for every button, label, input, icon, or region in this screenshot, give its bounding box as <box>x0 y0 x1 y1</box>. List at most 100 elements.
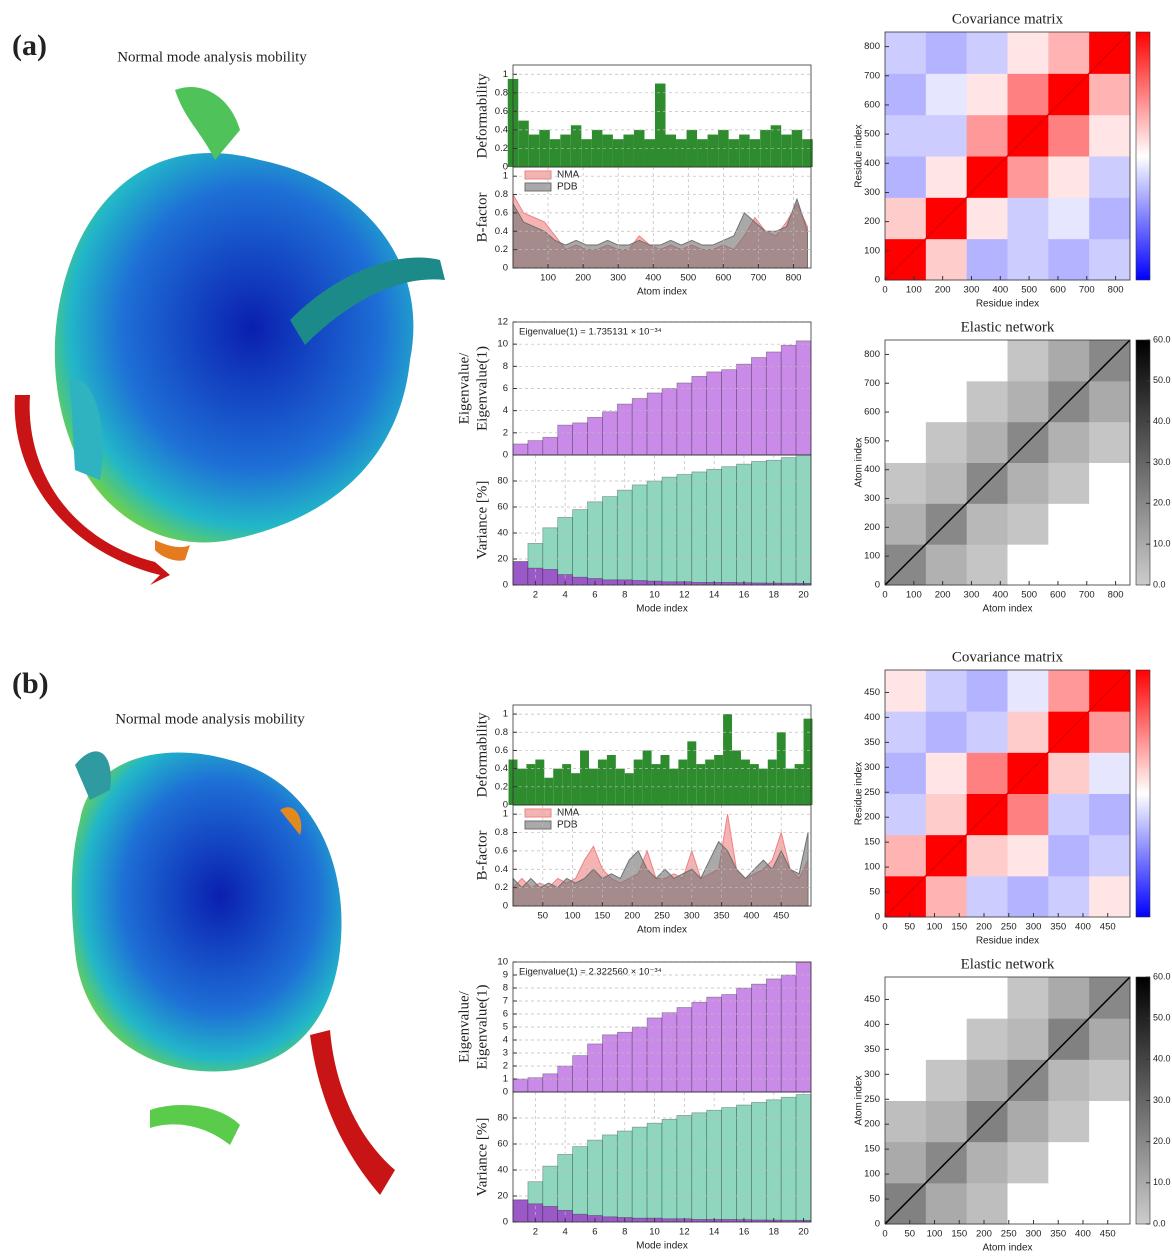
x-tick-label: 6 <box>592 590 597 601</box>
heatmap-cell <box>1089 875 1131 918</box>
heatmap-cell <box>1007 875 1049 918</box>
x-tick-label: 100 <box>565 911 581 922</box>
legend-label: NMA <box>557 170 580 181</box>
heatmap-cell <box>1048 670 1090 712</box>
y-tick-label: 60 <box>497 502 508 513</box>
colorbar-label: 40.0 <box>1153 416 1171 426</box>
bar <box>740 759 750 805</box>
heatmap-cell <box>1007 544 1049 586</box>
bar <box>587 501 603 586</box>
x-axis-label: Mode index <box>636 1241 688 1252</box>
y-tick-label: 100 <box>864 245 880 256</box>
heatmap-cell <box>1048 503 1090 545</box>
heatmap-cell <box>1089 752 1131 794</box>
legend-swatch <box>524 170 552 180</box>
y-tick-label: 300 <box>864 187 880 198</box>
heatmap-cell <box>1048 834 1090 877</box>
bar <box>751 983 767 1093</box>
heatmap-cell <box>885 114 927 157</box>
bar <box>602 1034 618 1093</box>
y-tick-label: 1 <box>503 809 508 820</box>
x-tick-label: 250 <box>1001 922 1017 933</box>
y-tick-label: 0 <box>875 275 880 286</box>
bar <box>570 125 582 167</box>
heatmap-cell <box>966 32 1008 74</box>
y-tick-label: 50 <box>869 1194 880 1205</box>
x-tick-label: 400 <box>1075 1229 1091 1240</box>
x-tick-label: 16 <box>739 1227 750 1238</box>
bar <box>661 581 678 586</box>
heatmap-cell <box>966 340 1008 382</box>
y-tick-label: 800 <box>864 41 880 52</box>
plot-frame <box>884 31 1131 281</box>
bar <box>732 750 741 805</box>
bar <box>780 1096 797 1223</box>
bar <box>736 363 752 456</box>
x-tick-label: 300 <box>610 273 626 284</box>
x-tick-label: 600 <box>1050 285 1066 296</box>
y-tick-label: 100 <box>864 1169 880 1180</box>
heatmap-cell <box>925 238 968 281</box>
heatmap-cell <box>1089 114 1131 157</box>
bar <box>661 1118 678 1223</box>
diagonal <box>884 669 1131 918</box>
bar <box>633 759 643 805</box>
colorbar-label: 0.0 <box>1153 579 1166 589</box>
heatmap-cell <box>885 503 927 545</box>
y-tick-label: 0.8 <box>495 727 508 738</box>
bar <box>542 1073 559 1093</box>
y-tick-label: 0 <box>875 580 880 591</box>
heatmap-cell <box>925 421 968 463</box>
x-tick-label: 10 <box>649 590 660 601</box>
y-tick-label: 0.4 <box>495 864 508 875</box>
y-axis-label: Eigenvalue(1) <box>474 346 490 431</box>
y-axis-label: Eigenvalue/ <box>456 352 472 424</box>
x-tick-label: 800 <box>786 273 802 284</box>
bar <box>721 369 737 456</box>
x-tick-label: 12 <box>679 590 690 601</box>
heatmap-cell <box>885 1100 927 1143</box>
y-tick-label: 600 <box>864 99 880 110</box>
legend-label: PDB <box>557 182 578 193</box>
bar <box>780 344 797 456</box>
bar <box>705 759 715 805</box>
bar <box>706 371 722 456</box>
heatmap-cell <box>966 544 1008 586</box>
heatmap-cell <box>925 977 968 1019</box>
x-tick-label: 4 <box>563 590 568 601</box>
y-tick-label: 2 <box>503 427 508 438</box>
heatmap-cell <box>885 197 927 240</box>
heatmap-cell <box>1089 1141 1131 1184</box>
y-tick-label: 0 <box>875 912 880 923</box>
heatmap-cell <box>966 977 1008 1019</box>
x-tick-label: 500 <box>1021 590 1037 601</box>
heatmap-cell <box>1089 503 1131 545</box>
y-axis-label: Residue index <box>854 762 865 825</box>
heatmap-cell <box>966 875 1008 918</box>
bar <box>572 422 588 456</box>
x-tick-label: 150 <box>951 922 967 933</box>
y-tick-label: 300 <box>864 762 880 773</box>
bar <box>557 424 573 456</box>
protein-structure <box>71 751 395 1195</box>
y-tick-label: 8 <box>503 983 508 994</box>
heatmap-cell <box>1007 1141 1049 1184</box>
heatmap-cell <box>1048 421 1090 463</box>
bar <box>661 476 678 586</box>
y-tick-label: 0 <box>503 263 508 274</box>
heatmap-cell <box>885 711 927 753</box>
y-tick-label: 0.6 <box>495 106 508 117</box>
heatmap-cell <box>885 1059 927 1101</box>
heatmap-cell <box>925 793 968 836</box>
y-tick-label: 450 <box>864 994 880 1005</box>
bar <box>687 741 697 805</box>
x-tick-label: 100 <box>906 285 922 296</box>
y-tick-label: 20 <box>497 554 508 565</box>
x-tick-label: 20 <box>798 590 809 601</box>
y-axis-label: B-factor <box>474 193 490 243</box>
bar <box>751 461 767 586</box>
bar <box>631 398 648 456</box>
y-tick-label: 1 <box>503 171 508 182</box>
bar <box>528 134 540 167</box>
heatmap-cell <box>966 380 1008 423</box>
